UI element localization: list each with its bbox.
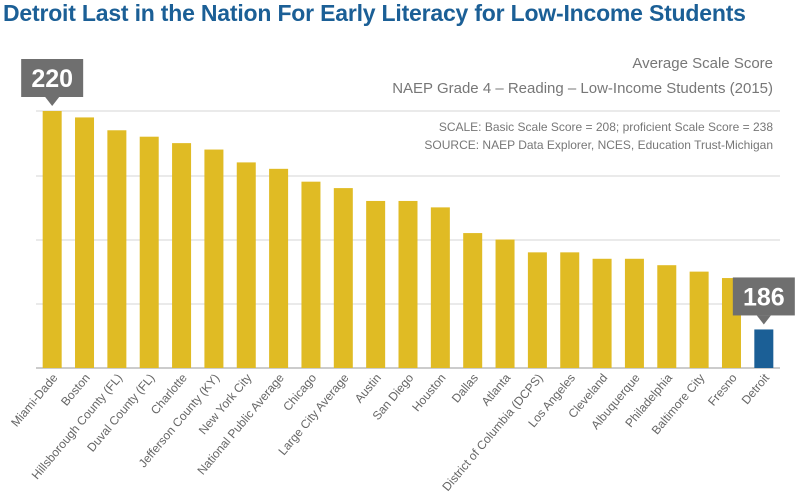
bar-district-of-columbia-dcps <box>527 252 547 368</box>
bar-philadelphia <box>657 265 677 368</box>
x-tick-label: Houston <box>409 371 448 414</box>
bar-los-angeles <box>560 252 580 368</box>
bar-chicago <box>301 181 321 368</box>
callout-value: 220 <box>31 65 73 93</box>
bar-dallas <box>463 233 483 368</box>
bar-houston <box>430 207 450 368</box>
x-tick-label: Austin <box>352 371 384 406</box>
callout-box <box>21 59 84 97</box>
callout-pointer <box>756 315 771 325</box>
source-note: SOURCE: NAEP Data Explorer, NCES, Educat… <box>424 138 773 152</box>
bar-charlotte <box>172 143 192 368</box>
bar-duval-county-fl <box>139 136 159 368</box>
bar-cleveland <box>592 258 612 368</box>
bar-jefferson-county-ky <box>204 149 224 368</box>
x-tick-label: Detroit <box>739 370 773 407</box>
callout-miami-dade: 220 <box>21 59 84 106</box>
bar-atlanta <box>495 239 515 368</box>
bar-new-york-city <box>236 162 256 368</box>
callout-value: 186 <box>743 283 785 311</box>
bar-albuquerque <box>624 258 644 368</box>
bar-baltimore-city <box>689 271 709 368</box>
bar-austin <box>366 200 386 368</box>
bar-boston <box>75 117 95 368</box>
bar-national-public-average <box>269 168 289 368</box>
x-tick-label: Fresno <box>705 371 740 409</box>
chart-subtitle: NAEP Grade 4 – Reading – Low-Income Stud… <box>392 80 773 97</box>
chart-title: Average Scale Score <box>632 55 773 72</box>
scale-note: SCALE: Basic Scale Score = 208; proficie… <box>439 120 774 134</box>
callouts: 220 186 <box>21 59 795 325</box>
bar-san-diego <box>398 200 418 368</box>
x-tick-label: Dallas <box>449 371 481 406</box>
bar-hillsborough-county-fl <box>107 130 127 368</box>
page-title: Detroit Last in the Nation For Early Lit… <box>3 0 746 26</box>
callout-box <box>732 277 795 316</box>
bars <box>42 111 774 368</box>
bar-miami-dade <box>42 111 62 368</box>
callout-pointer <box>45 97 60 106</box>
callout-detroit: 186 <box>732 277 795 325</box>
bar-large-city-average <box>333 188 353 368</box>
bar-detroit <box>754 329 774 368</box>
x-tick-label: Miami-Dade <box>8 371 61 430</box>
